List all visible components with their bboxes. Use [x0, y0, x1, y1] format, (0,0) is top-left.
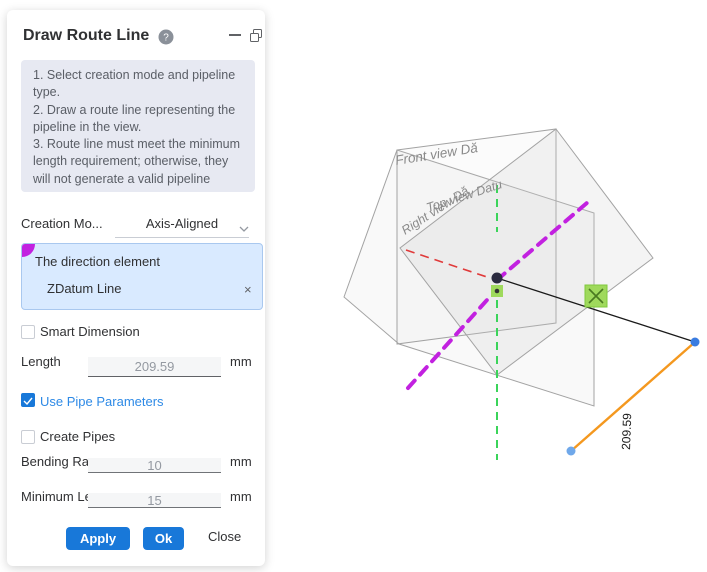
svg-text:209.59: 209.59	[619, 413, 634, 450]
